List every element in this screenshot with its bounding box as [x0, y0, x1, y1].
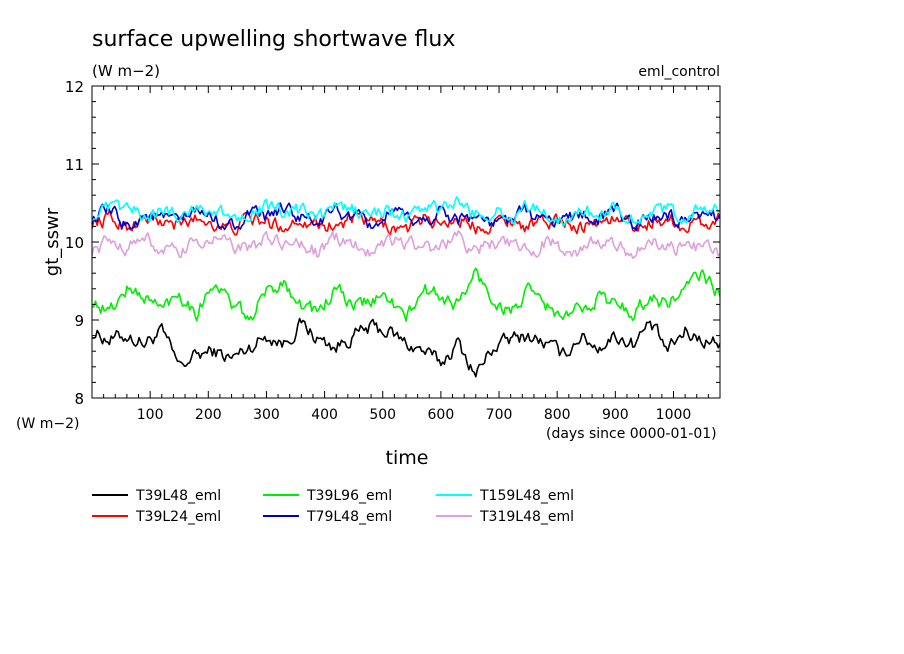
x-axis-label: time	[386, 447, 429, 469]
x-tick-label: 600	[428, 407, 455, 423]
y-tick-label: 12	[65, 78, 84, 96]
series-line-T39L48_eml	[91, 317, 721, 378]
series-line-T39L24_eml	[91, 209, 721, 236]
x-tick-label: 300	[253, 407, 280, 423]
legend-label: T39L24_eml	[135, 509, 221, 525]
y-tick-label: 8	[74, 390, 84, 408]
series-line-T159L48_eml	[91, 196, 721, 227]
x-axis-units: (days since 0000-01-01)	[546, 426, 717, 442]
chart-units: (W m−2)	[92, 62, 160, 80]
y-tick-label: 9	[74, 312, 84, 330]
legend-label: T159L48_eml	[479, 488, 574, 504]
legend-label: T79L48_eml	[306, 509, 392, 525]
legend: T39L48_eml T39L24_eml T39L96_eml T79L48_eml…	[92, 488, 574, 525]
series-layer	[91, 196, 721, 378]
series-line-T319L48_eml	[91, 230, 721, 260]
legend-label: T39L48_eml	[135, 488, 221, 504]
axis-ticks: 100 200 300 400 500 600 700 800 900 1000 8 9 10 11 12	[65, 78, 720, 423]
series-line-T39L96_eml	[91, 267, 721, 322]
run-label: eml_control	[638, 64, 720, 80]
x-tick-label: 500	[369, 407, 396, 423]
legend-label: T319L48_eml	[479, 509, 574, 525]
x-tick-label: 1000	[656, 407, 692, 423]
chart-title: surface upwelling shortwave flux	[92, 27, 455, 52]
x-tick-label: 700	[486, 407, 513, 423]
y-tick-label: 10	[65, 234, 84, 252]
x-tick-label: 100	[137, 407, 164, 423]
plot-frame	[91, 85, 721, 399]
x-tick-label: 800	[544, 407, 571, 423]
y-axis-label: gt_sswr	[42, 207, 63, 276]
legend-label: T39L96_eml	[306, 488, 392, 504]
x-tick-label: 200	[195, 407, 222, 423]
x-tick-label: 900	[602, 407, 629, 423]
x-tick-label: 400	[311, 407, 338, 423]
y-tick-label: 11	[65, 156, 84, 174]
y-axis-units: (W m−2)	[16, 416, 80, 432]
